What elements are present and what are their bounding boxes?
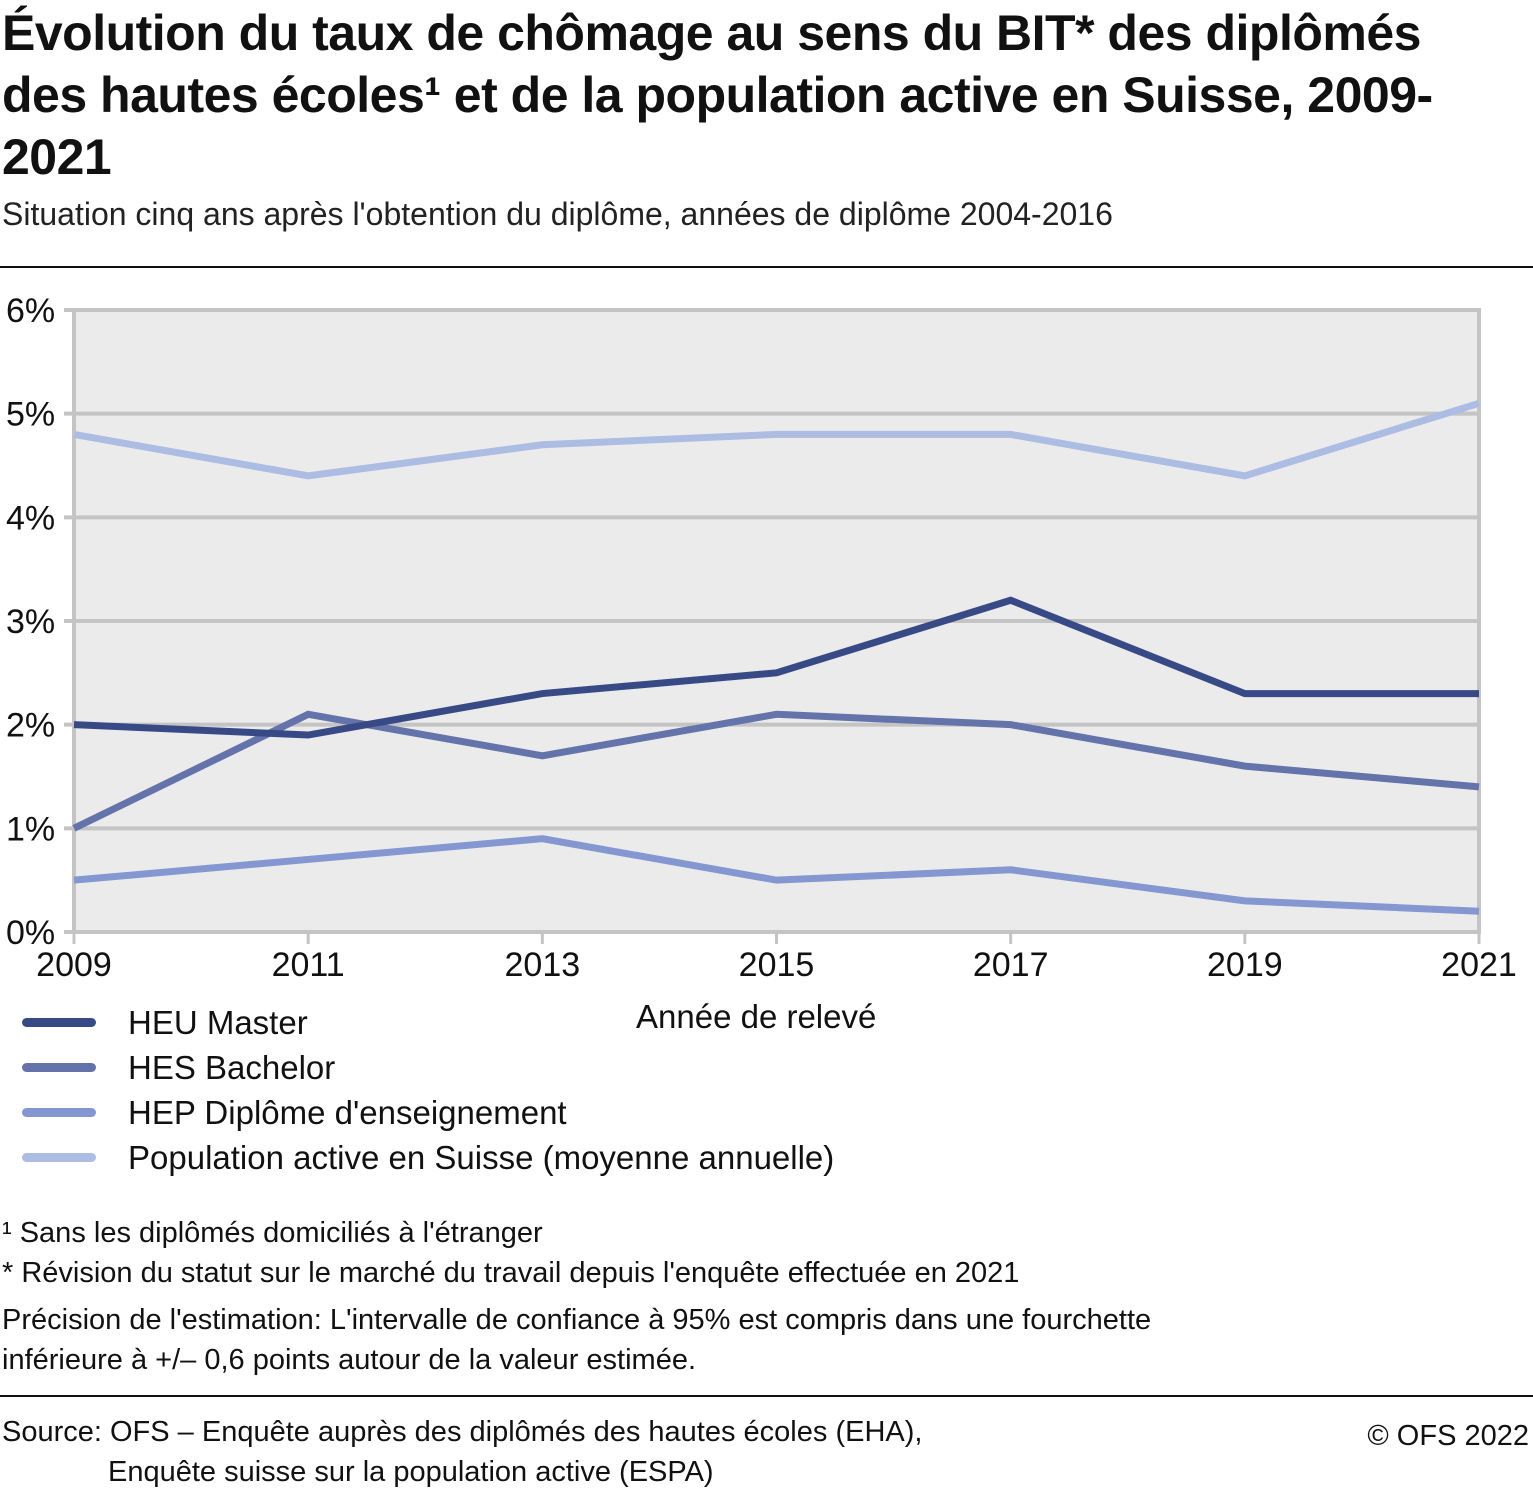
y-tick-label: 4% [6, 499, 55, 537]
x-tick-label: 2015 [739, 946, 815, 984]
legend-item: HEU Master [22, 1000, 834, 1045]
x-axis: 2009 2011 2013 2015 2017 2019 2021 [36, 932, 1517, 984]
series-line-heu-master [73, 596, 1479, 739]
footnote-1: ¹ Sans les diplômés domiciliés à l'étran… [2, 1217, 543, 1249]
y-tick-label: 3% [6, 603, 55, 641]
precision-note-line1: Précision de l'estimation: L'intervalle … [2, 1304, 1152, 1336]
bottom-divider [0, 1395, 1533, 1397]
source-line-2: Enquête suisse sur la population active … [108, 1456, 714, 1488]
chart-subtitle: Situation cinq ans après l'obtention du … [2, 196, 1113, 232]
y-tick-label: 1% [6, 810, 55, 848]
y-tick-label: 6% [6, 292, 55, 330]
y-axis: 0% 1% 2% 3% 4% 5% 6% [6, 292, 55, 952]
legend-swatch-hep-diplome [22, 1108, 96, 1117]
source: Source: OFS – Enquête auprès des diplômé… [2, 1412, 922, 1492]
legend-swatch-population-active [22, 1153, 96, 1162]
series-lines [72, 399, 1481, 915]
gridlines [64, 308, 1481, 934]
legend: HEU Master HES Bachelor HEP Diplôme d'en… [22, 1000, 834, 1180]
x-tick-label: 2021 [1441, 946, 1517, 984]
line-chart: 0%1%2%3%4%5%6% 2009 2011 2013 2015 2017 2019 2… [6, 292, 1517, 984]
x-tick-label: 2009 [36, 946, 112, 984]
footnote-2: * Révision du statut sur le marché du tr… [2, 1257, 1020, 1289]
x-tick-label: 2017 [973, 946, 1049, 984]
copyright: © OFS 2022 [1367, 1420, 1529, 1452]
x-tick-label: 2019 [1207, 946, 1283, 984]
legend-label: HEP Diplôme d'enseignement [128, 1093, 567, 1131]
precision-note-line2: inférieure à +/– 0,6 points autour de la… [2, 1344, 697, 1376]
legend-swatch-heu-master [22, 1018, 96, 1027]
x-axis-label: Année de relevé [636, 998, 877, 1035]
legend-item: HEP Diplôme d'enseignement [22, 1090, 834, 1135]
top-divider [0, 266, 1533, 268]
x-tick-label: 2013 [505, 946, 581, 984]
y-tick-label: 0% [6, 914, 55, 952]
x-tick-label: 2011 [272, 946, 345, 984]
legend-item: HES Bachelor [22, 1045, 834, 1090]
legend-label: Population active en Suisse (moyenne ann… [128, 1138, 835, 1176]
series-line-population-active-en-suisse-moyenne-annuelle- [73, 399, 1481, 480]
series-line-hes-bachelor [72, 710, 1480, 832]
y-tick-label: 2% [6, 707, 55, 745]
legend-label: HES Bachelor [128, 1048, 336, 1086]
chart-title: Évolution du taux de chômage au sens du … [2, 5, 1433, 185]
legend-swatch-hes-bachelor [22, 1063, 96, 1072]
legend-label: HEU Master [128, 1003, 308, 1041]
series-line-hep-dipl-me-d-enseignement [73, 835, 1480, 915]
source-line-1: Source: OFS – Enquête auprès des diplômé… [2, 1416, 923, 1448]
legend-item: Population active en Suisse (moyenne ann… [22, 1135, 834, 1180]
y-tick-label: 5% [6, 396, 55, 434]
